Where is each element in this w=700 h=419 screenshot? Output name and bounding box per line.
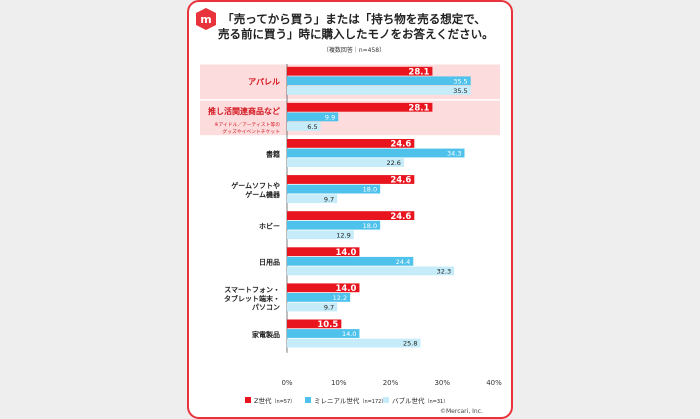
- data-label: 12.2: [333, 294, 347, 302]
- bar-z: [287, 319, 342, 329]
- category-label: ホビー: [259, 222, 280, 231]
- data-label: 35.5: [453, 77, 467, 85]
- bar-bubble: [287, 86, 471, 95]
- chart-title-line-2: 売る前に買う」時に購入したモノをお答えください。: [218, 27, 494, 41]
- category-label: パソコン: [252, 303, 280, 312]
- bar-millennial: [287, 76, 471, 86]
- legend-swatch: [305, 397, 311, 403]
- category-label: ゲーム機器: [245, 190, 281, 199]
- sample-note: （複数回答｜n=458）: [322, 47, 386, 54]
- data-label: 9.7: [324, 195, 334, 203]
- bar-z: [287, 211, 415, 220]
- chart-title-line-1: 「売ってから買う」または「持ち物を売る想定で、: [222, 12, 486, 26]
- bar-z: [287, 66, 433, 76]
- mercari-logo-icon: m: [196, 8, 216, 30]
- bar-millennial: [287, 329, 360, 338]
- bar-bubble: [287, 122, 321, 131]
- x-tick-label: 0%: [281, 379, 292, 387]
- category-label: 書籍: [266, 149, 280, 158]
- x-tick-label: 40%: [486, 379, 502, 387]
- bar-bubble: [287, 302, 338, 312]
- bar-z: [287, 247, 360, 257]
- legend-entry: ミレニアル世代（n=172）: [314, 396, 386, 405]
- data-label: 24.6: [390, 140, 411, 150]
- bar-bubble: [287, 158, 404, 167]
- bar-z: [287, 175, 415, 184]
- bar-millennial: [287, 220, 381, 230]
- legend-entry: バブル世代（n=31）: [392, 396, 448, 405]
- legend-sample-size: （n=172）: [359, 399, 386, 405]
- legend-series-name: バブル世代: [392, 396, 425, 405]
- bar-millennial: [287, 112, 339, 122]
- legend-swatch: [245, 397, 251, 403]
- legend-series-name: Z世代: [254, 396, 272, 405]
- category-label: スマートフォン・: [224, 286, 280, 294]
- bar-z: [287, 102, 433, 112]
- data-label: 18.0: [363, 186, 377, 194]
- copyright-credit: ©Mercari, Inc.: [440, 408, 483, 415]
- data-label: 34.3: [447, 150, 461, 158]
- category-label: 家電製品: [252, 330, 280, 339]
- bar-bubble: [287, 338, 421, 348]
- legend-entry: Z世代（n=57）: [254, 396, 295, 405]
- data-label: 12.9: [336, 231, 350, 239]
- category-note: ※アイドル／アーティスト等の: [214, 121, 280, 128]
- bar-bubble: [287, 230, 354, 240]
- legend-swatch: [383, 397, 389, 403]
- category-label: タブレット端末・: [224, 294, 280, 303]
- data-label: 9.9: [325, 114, 335, 122]
- bar-millennial: [287, 293, 351, 302]
- bar-z: [287, 283, 360, 293]
- category-note: グッズやイベントチケット: [222, 128, 280, 135]
- bar-millennial: [287, 256, 414, 266]
- data-label: 18.0: [363, 222, 377, 230]
- data-label: 6.5: [307, 123, 317, 131]
- legend-series-name: ミレニアル世代: [314, 396, 360, 405]
- category-label: 推し活関連商品など: [208, 106, 280, 116]
- data-label: 14.0: [335, 248, 356, 258]
- data-label: 35.5: [453, 87, 467, 95]
- bar-z: [287, 139, 415, 148]
- data-label: 32.3: [437, 268, 451, 276]
- data-label: 25.8: [403, 340, 417, 348]
- data-label: 10.5: [317, 320, 338, 330]
- data-label: 28.1: [408, 104, 429, 114]
- data-label: 24.4: [396, 258, 410, 266]
- data-label: 28.1: [408, 67, 429, 77]
- svg-text:m: m: [200, 13, 211, 26]
- bar-millennial: [287, 148, 465, 158]
- data-label: 14.0: [342, 330, 356, 338]
- data-label: 9.7: [324, 304, 334, 312]
- x-tick-label: 30%: [434, 379, 450, 387]
- category-label: ゲームソフトや: [231, 181, 280, 190]
- data-label: 24.6: [390, 176, 411, 186]
- data-label: 14.0: [335, 284, 356, 294]
- legend-sample-size: （n=31）: [425, 399, 449, 405]
- data-label: 22.6: [386, 159, 400, 167]
- bar-bubble: [287, 194, 338, 204]
- x-tick-label: 10%: [331, 379, 347, 387]
- category-label: 日用品: [259, 258, 280, 267]
- legend-sample-size: （n=57）: [271, 399, 295, 405]
- data-label: 24.6: [390, 212, 411, 222]
- bar-bubble: [287, 266, 455, 276]
- bar-millennial: [287, 184, 381, 194]
- x-tick-label: 20%: [383, 379, 399, 387]
- category-label: アパレル: [248, 77, 280, 87]
